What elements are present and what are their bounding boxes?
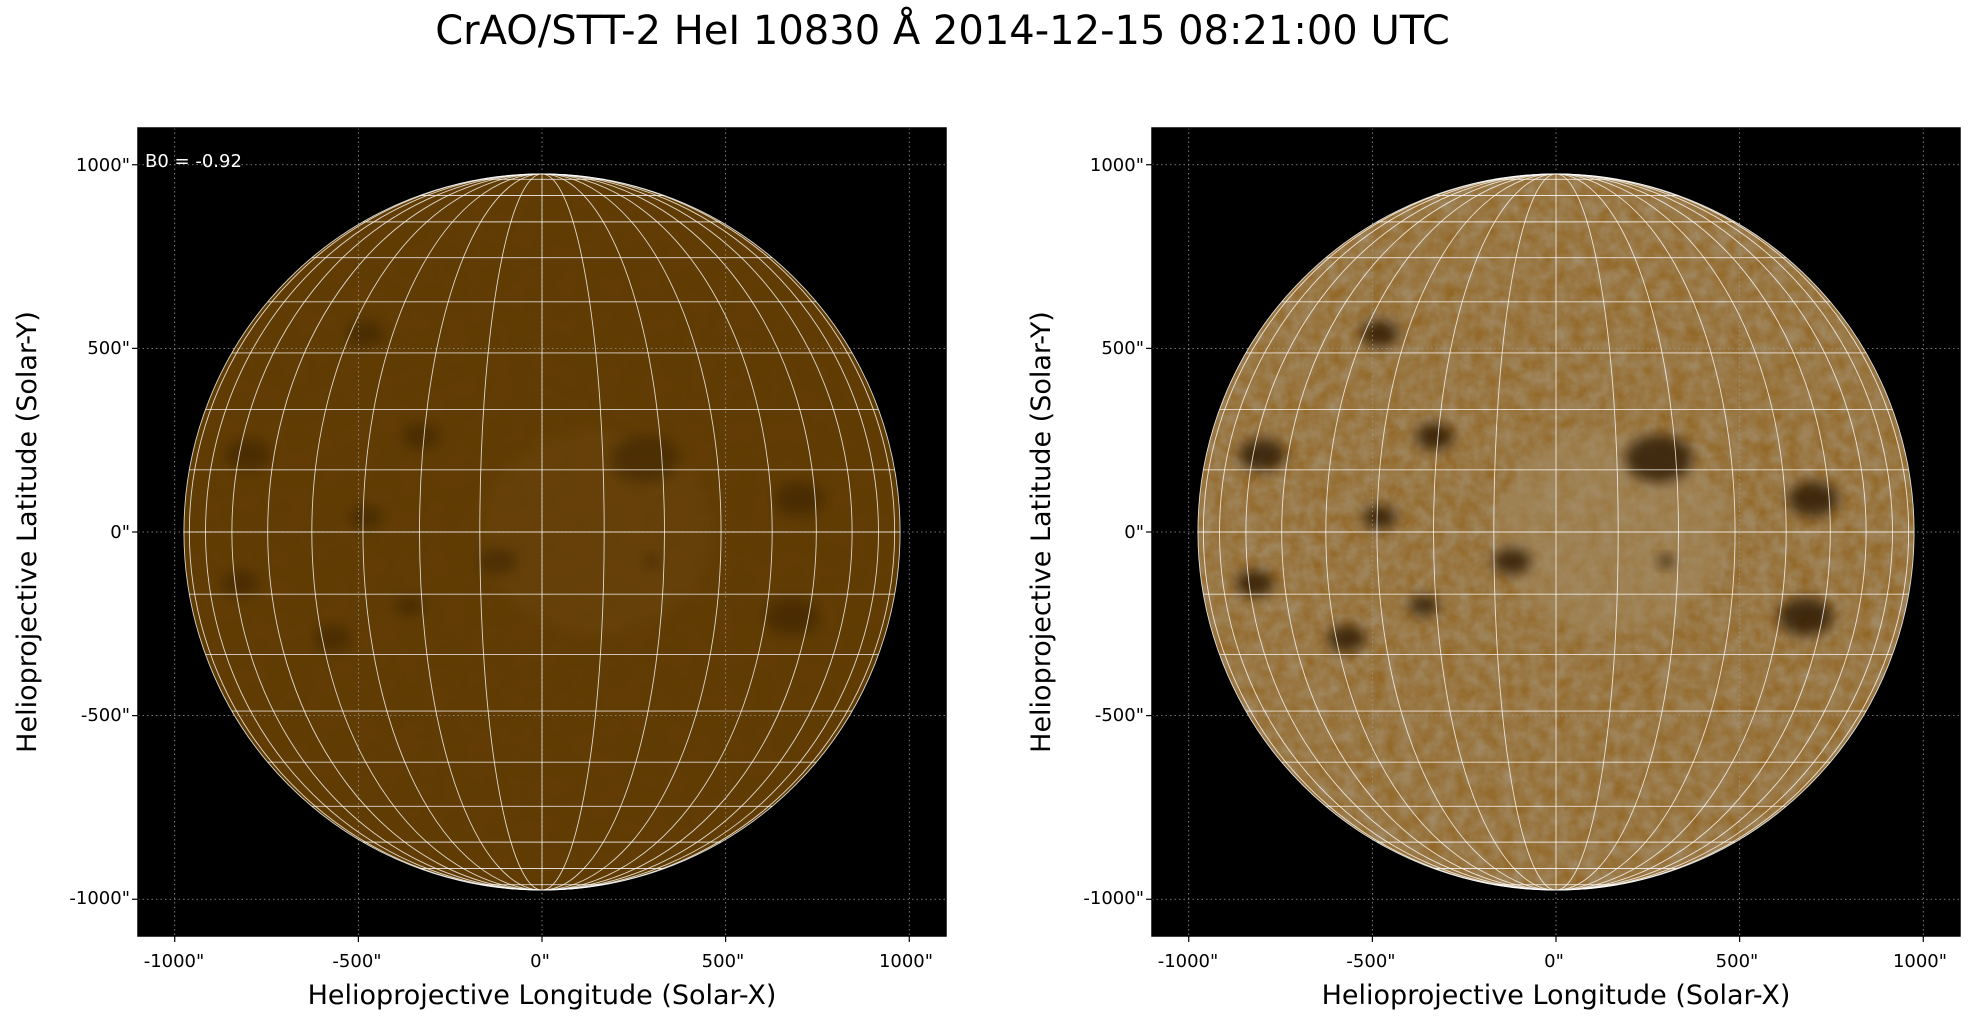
figure-title: CrAO/STT-2 HeI 10830 Å 2014-12-15 08:21:…	[435, 8, 1450, 54]
left-axes-frame	[137, 127, 947, 937]
left-b0-annotation: B0 = -0.92	[145, 151, 242, 172]
left-meridian	[541, 173, 901, 891]
left-heliographic-grid	[183, 173, 901, 891]
right-heliographic-grid	[1197, 173, 1915, 891]
right-ytick-label: 0"	[1124, 522, 1144, 543]
left-xtick-label: 1000"	[879, 951, 933, 972]
left-xtick-label: -1000"	[144, 951, 205, 972]
left-xtick-label: 500"	[702, 951, 745, 972]
right-ytick-label: 500"	[1101, 338, 1144, 359]
left-y-ticks: 1000" 500" 0" -500" -1000"	[69, 155, 130, 909]
right-panel: -1000" -500" 0" 500" 1000" 1000" 500" 0"…	[1026, 127, 1961, 1011]
right-xtick-label: -1000"	[1158, 951, 1219, 972]
left-x-axis-label: Helioprojective Longitude (Solar-X)	[308, 980, 777, 1011]
left-ytick-label: -1000"	[69, 888, 130, 909]
left-coordinate-dotgrid	[132, 128, 946, 942]
right-axes-frame	[1151, 127, 1961, 937]
left-ytick-label: 500"	[87, 338, 130, 359]
right-xtick-label: 1000"	[1893, 951, 1947, 972]
left-xtick-label: 0"	[530, 951, 550, 972]
left-y-axis-label: Helioprojective Latitude (Solar-Y)	[12, 311, 43, 753]
right-xtick-label: 500"	[1716, 951, 1759, 972]
left-xtick-label: -500"	[332, 951, 381, 972]
left-x-ticks: -1000" -500" 0" 500" 1000"	[144, 951, 933, 972]
right-y-axis-label: Helioprojective Latitude (Solar-Y)	[1026, 311, 1057, 753]
right-xtick-label: 0"	[1544, 951, 1564, 972]
right-ytick-label: -1000"	[1083, 888, 1144, 909]
right-y-ticks: 1000" 500" 0" -500" -1000"	[1083, 155, 1144, 909]
right-ytick-label: 1000"	[1090, 155, 1144, 176]
left-ytick-label: 0"	[110, 522, 130, 543]
left-ytick-label: -500"	[81, 705, 130, 726]
right-x-axis-label: Helioprojective Longitude (Solar-X)	[1322, 980, 1791, 1011]
right-coordinate-dotgrid	[1146, 128, 1960, 942]
right-x-ticks: -1000" -500" 0" 500" 1000"	[1158, 951, 1947, 972]
left-ytick-label: 1000"	[76, 155, 130, 176]
right-xtick-label: -500"	[1346, 951, 1395, 972]
left-meridian	[183, 173, 543, 891]
left-panel: B0 = -0.92 -1000" -500" 0" 500" 1000" 10…	[12, 127, 947, 1011]
right-ytick-label: -500"	[1095, 705, 1144, 726]
